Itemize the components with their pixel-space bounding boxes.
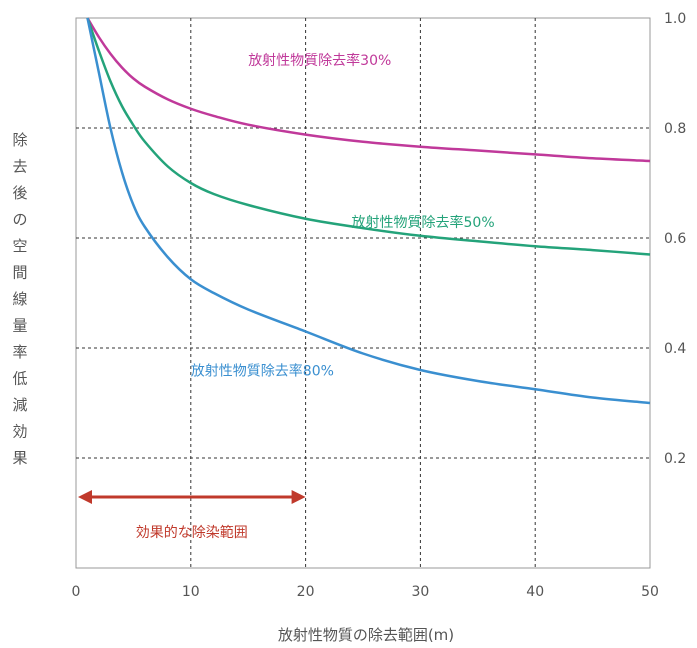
y-axis-label-char: 間 (12, 264, 27, 282)
annotation: 効果的な除染範囲 (78, 490, 306, 541)
y-tick-label: 0.6 (664, 231, 686, 247)
x-tick-label: 20 (297, 584, 315, 600)
series-label-3: 放射性物質除去率80% (191, 363, 334, 380)
y-axis-label-char: 除 (12, 131, 27, 149)
series-label-1: 放射性物質除去率30% (248, 52, 391, 69)
y-axis-label-char: 去 (12, 158, 27, 176)
y-tick-label: 0.2 (664, 451, 686, 467)
y-tick-label: 0.8 (664, 121, 686, 137)
annotation-arrowhead-left (78, 490, 92, 504)
y-axis-label-char: 効 (12, 423, 27, 441)
y-axis-label-char: 空 (12, 237, 27, 255)
x-tick-labels: 0 10 20 30 40 50 (72, 584, 659, 600)
annotation-label: 効果的な除染範囲 (136, 524, 248, 541)
y-tick-label: 1.0 (664, 11, 686, 27)
y-axis-label-char: 線 (12, 290, 27, 308)
y-tick-labels: 0.2 0.4 0.6 0.8 1.0 (664, 11, 686, 467)
y-axis-label-char: 果 (12, 449, 27, 467)
x-tick-label: 0 (72, 584, 81, 600)
series-line-2 (86, 17, 651, 256)
series-line-1 (86, 17, 651, 163)
y-axis-label-char: 減 (12, 396, 27, 414)
series-label-2: 放射性物質除去率50% (352, 214, 495, 231)
series-lines (86, 17, 651, 405)
annotation-arrowhead-right (291, 490, 306, 504)
x-tick-label: 30 (411, 584, 429, 600)
y-axis-label-char: の (12, 211, 27, 229)
x-tick-label: 50 (641, 584, 659, 600)
y-axis-label-char: 率 (12, 343, 27, 361)
x-tick-label: 10 (182, 584, 200, 600)
y-tick-label: 0.4 (664, 341, 686, 357)
y-axis-label-char: 後 (12, 184, 27, 202)
plot-area (75, 17, 651, 569)
series-labels: 放射性物質除去率30% 放射性物質除去率50% 放射性物質除去率80% (191, 52, 495, 380)
x-axis-label: 放射性物質の除去範囲(m) (278, 626, 454, 644)
x-tick-label: 40 (526, 584, 544, 600)
y-axis-label-char: 量 (12, 317, 27, 335)
y-axis-label-char: 低 (12, 370, 27, 388)
series-line-3 (86, 17, 651, 405)
